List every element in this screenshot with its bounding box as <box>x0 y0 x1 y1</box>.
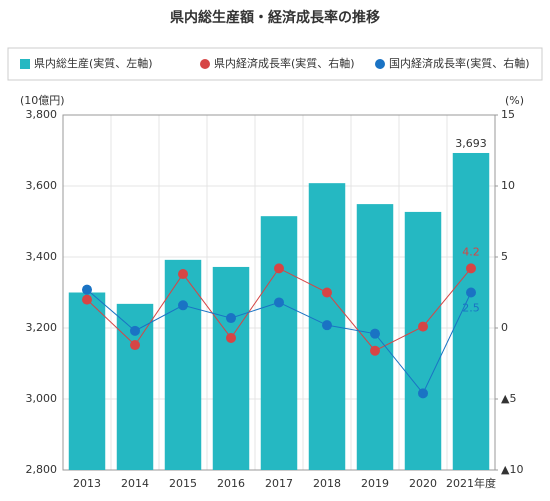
y2-tick-label: ▲10 <box>501 463 523 476</box>
point <box>82 294 92 305</box>
value-label: 4.2 <box>462 245 480 258</box>
y-axis-label: (10億円) <box>20 94 65 107</box>
x-tick-label: 2021年度 <box>446 476 496 490</box>
y-tick-label: 2,800 <box>26 463 58 476</box>
x-tick-label: 2015 <box>169 477 197 490</box>
point <box>130 340 140 351</box>
bar <box>164 259 202 470</box>
point <box>370 345 380 356</box>
y-tick-label: 3,400 <box>26 250 58 263</box>
legend-swatch <box>20 59 30 69</box>
point <box>370 328 380 339</box>
legend-label: 国内経済成長率(実質、右軸) <box>389 56 530 70</box>
x-tick-label: 2016 <box>217 477 245 490</box>
y2-tick-label: 15 <box>501 108 515 121</box>
y2-tick-label: 0 <box>501 321 508 334</box>
y-tick-label: 3,000 <box>26 392 58 405</box>
point <box>274 297 284 308</box>
y2-tick-label: 5 <box>501 250 508 263</box>
point <box>418 388 428 399</box>
x-tick-label: 2018 <box>313 477 341 490</box>
bar <box>68 292 106 470</box>
point <box>226 313 236 324</box>
x-tick-label: 2013 <box>73 477 101 490</box>
bar <box>452 152 490 471</box>
value-label: 2.5 <box>462 302 480 315</box>
x-tick-label: 2020 <box>409 477 437 490</box>
legend-label: 県内経済成長率(実質、右軸) <box>214 56 355 70</box>
point <box>322 287 332 298</box>
point <box>130 325 140 336</box>
point <box>466 263 476 274</box>
point <box>322 320 332 331</box>
point <box>178 269 188 280</box>
y-tick-label: 3,200 <box>26 321 58 334</box>
point <box>274 263 284 274</box>
x-tick-label: 2017 <box>265 477 293 490</box>
chart-title: 県内総生産額・経済成長率の推移 <box>170 9 380 26</box>
point <box>466 287 476 298</box>
point <box>82 284 92 295</box>
legend-swatch <box>200 59 210 69</box>
point <box>226 332 236 343</box>
y2-tick-label: 10 <box>501 179 515 192</box>
legend-box <box>7 47 543 81</box>
bar <box>212 266 250 470</box>
point <box>178 300 188 311</box>
legend-swatch <box>375 59 385 69</box>
value-label: 3,693 <box>455 137 487 150</box>
bar <box>404 211 442 471</box>
x-tick-label: 2014 <box>121 477 149 490</box>
x-tick-label: 2019 <box>361 477 389 490</box>
legend-label: 県内総生産(実質、左軸) <box>34 56 153 70</box>
y2-tick-label: ▲5 <box>501 392 516 405</box>
y-tick-label: 3,800 <box>26 108 58 121</box>
bar <box>260 216 298 470</box>
point <box>418 321 428 332</box>
y-tick-label: 3,600 <box>26 179 58 192</box>
y2-axis-label: (%) <box>505 94 524 107</box>
